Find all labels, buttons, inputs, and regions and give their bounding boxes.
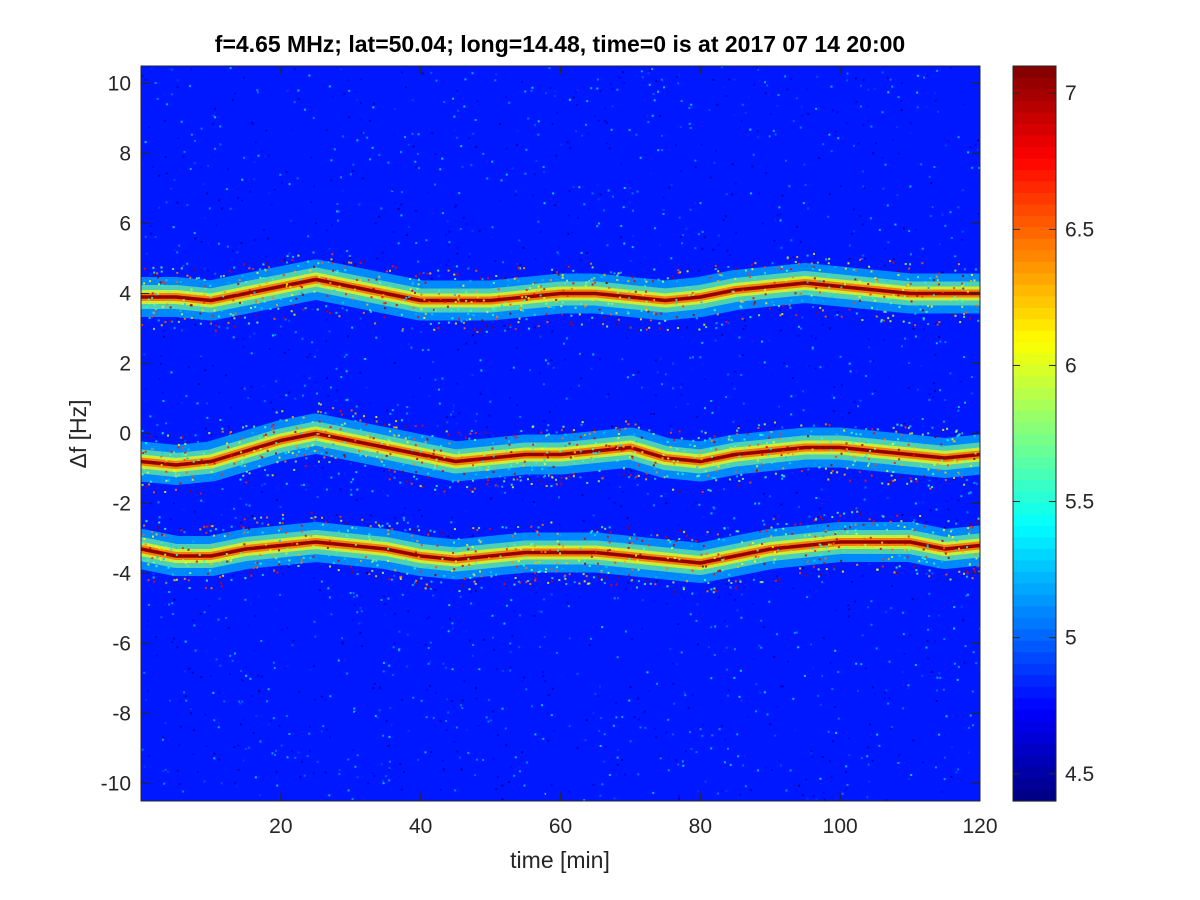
colorbar-segment xyxy=(1013,88,1056,102)
colorbar-tick-label: 5 xyxy=(1065,627,1077,650)
x-tick-label: 20 xyxy=(269,815,292,838)
colorbar-segment xyxy=(1013,467,1056,481)
y-tick-label: -4 xyxy=(112,563,131,586)
colorbar-tick-label: 6.5 xyxy=(1065,218,1094,241)
colorbar-segment xyxy=(1013,134,1056,147)
colorbar-tick-label: 5.5 xyxy=(1065,491,1094,514)
colorbar-segment xyxy=(1013,272,1056,285)
colorbar-segment xyxy=(1013,594,1056,607)
colorbar-segment xyxy=(1013,433,1056,446)
colorbar-segment xyxy=(1013,709,1056,722)
colorbar-tick-label: 4.5 xyxy=(1065,763,1094,786)
y-tick-label: 6 xyxy=(119,213,131,236)
colorbar-segment xyxy=(1013,284,1056,297)
colorbar-segment xyxy=(1013,66,1056,79)
colorbar-segment xyxy=(1013,169,1056,182)
colorbar-segment xyxy=(1013,778,1056,791)
colorbar-segment xyxy=(1013,422,1056,435)
colorbar-segment xyxy=(1013,238,1056,251)
y-tick-label: 0 xyxy=(119,423,131,446)
colorbar-segment xyxy=(1013,123,1056,136)
colorbar-segment xyxy=(1013,640,1056,653)
colorbar-segment xyxy=(1013,249,1056,262)
x-tick-label: 60 xyxy=(549,815,572,838)
colorbar-segment xyxy=(1013,536,1056,549)
colorbar-segment xyxy=(1013,330,1056,343)
colorbar-segment xyxy=(1013,192,1056,205)
colorbar-segment xyxy=(1013,387,1056,400)
colorbar-segment xyxy=(1013,444,1056,458)
colorbar-segment xyxy=(1013,111,1056,125)
colorbar-segment xyxy=(1013,100,1056,113)
colorbar-segment xyxy=(1013,605,1056,618)
colorbar-segment xyxy=(1013,261,1056,274)
y-tick-label: 4 xyxy=(119,283,131,306)
colorbar-segment xyxy=(1013,479,1056,492)
colorbar-segment xyxy=(1013,651,1056,664)
x-tick-label: 40 xyxy=(409,815,432,838)
colorbar-segment xyxy=(1013,628,1056,641)
colorbar-tick-label: 7 xyxy=(1065,82,1077,105)
colorbar-segment xyxy=(1013,77,1056,90)
x-tick-label: 80 xyxy=(689,815,712,838)
y-tick-label: -10 xyxy=(101,773,131,796)
colorbar-segment xyxy=(1013,502,1056,515)
colorbar-segment xyxy=(1013,617,1056,630)
colorbar-segment xyxy=(1013,353,1056,366)
colorbar-segment xyxy=(1013,686,1056,699)
colorbar-segment xyxy=(1013,203,1056,216)
colorbar-segment xyxy=(1013,582,1056,595)
colorbar-segment xyxy=(1013,743,1056,756)
colorbar-segment xyxy=(1013,755,1056,768)
x-axis: 20 40 60 80 100 120 xyxy=(269,66,998,838)
colorbar-segment xyxy=(1013,146,1056,159)
colorbar-segment xyxy=(1013,697,1056,710)
y-axis: -10 -8 -6 -4 -2 0 2 4 6 8 10 xyxy=(101,73,980,796)
colorbar-segment xyxy=(1013,766,1056,779)
x-tick-label: 120 xyxy=(962,815,997,838)
y-tick-label: -6 xyxy=(112,633,131,656)
colorbar-segment xyxy=(1013,226,1056,239)
colorbar-segment xyxy=(1013,399,1056,412)
x-axis-label: time [min] xyxy=(510,847,610,873)
y-tick-label: 10 xyxy=(108,73,131,96)
y-tick-label: 8 xyxy=(119,143,131,166)
colorbar-segment xyxy=(1013,341,1056,354)
colorbar-tick-label: 6 xyxy=(1065,354,1077,377)
colorbar-segment xyxy=(1013,525,1056,538)
y-tick-label: -2 xyxy=(112,493,131,516)
plot-area xyxy=(140,65,981,802)
signal-trace-1 xyxy=(141,251,980,333)
colorbar-segment xyxy=(1013,571,1056,584)
colorbar-segment xyxy=(1013,513,1056,526)
colorbar-segment xyxy=(1013,157,1056,170)
colorbar-segment xyxy=(1013,663,1056,676)
y-axis-label: Δf [Hz] xyxy=(65,399,91,468)
signal-trace-2 xyxy=(141,402,980,495)
colorbar-segment xyxy=(1013,307,1056,320)
colorbar-segment xyxy=(1013,180,1056,193)
colorbar-segment xyxy=(1013,732,1056,745)
colorbar-segment xyxy=(1013,295,1056,308)
colorbar: 4.5 5 5.5 6 6.5 7 xyxy=(1012,65,1094,802)
colorbar-segment xyxy=(1013,410,1056,423)
colorbar-segment xyxy=(1013,720,1056,733)
colorbar-segment xyxy=(1013,789,1056,802)
colorbar-frame xyxy=(1012,65,1057,802)
y-tick-label: -8 xyxy=(112,703,131,726)
x-tick-label: 100 xyxy=(823,815,858,838)
chart-title: f=4.65 MHz; lat=50.04; long=14.48, time=… xyxy=(215,31,905,57)
colorbar-segment xyxy=(1013,674,1056,687)
colorbar-segment xyxy=(1013,318,1056,331)
colorbar-segment xyxy=(1013,364,1056,377)
colorbar-segment xyxy=(1013,559,1056,572)
colorbar-segment xyxy=(1013,490,1056,503)
colorbar-segment xyxy=(1013,548,1056,561)
colorbar-segment xyxy=(1013,456,1056,469)
colorbar-segment xyxy=(1013,215,1056,228)
colorbar-segment xyxy=(1013,376,1056,389)
y-tick-label: 2 xyxy=(119,353,131,376)
signal-trace-3 xyxy=(141,510,980,595)
